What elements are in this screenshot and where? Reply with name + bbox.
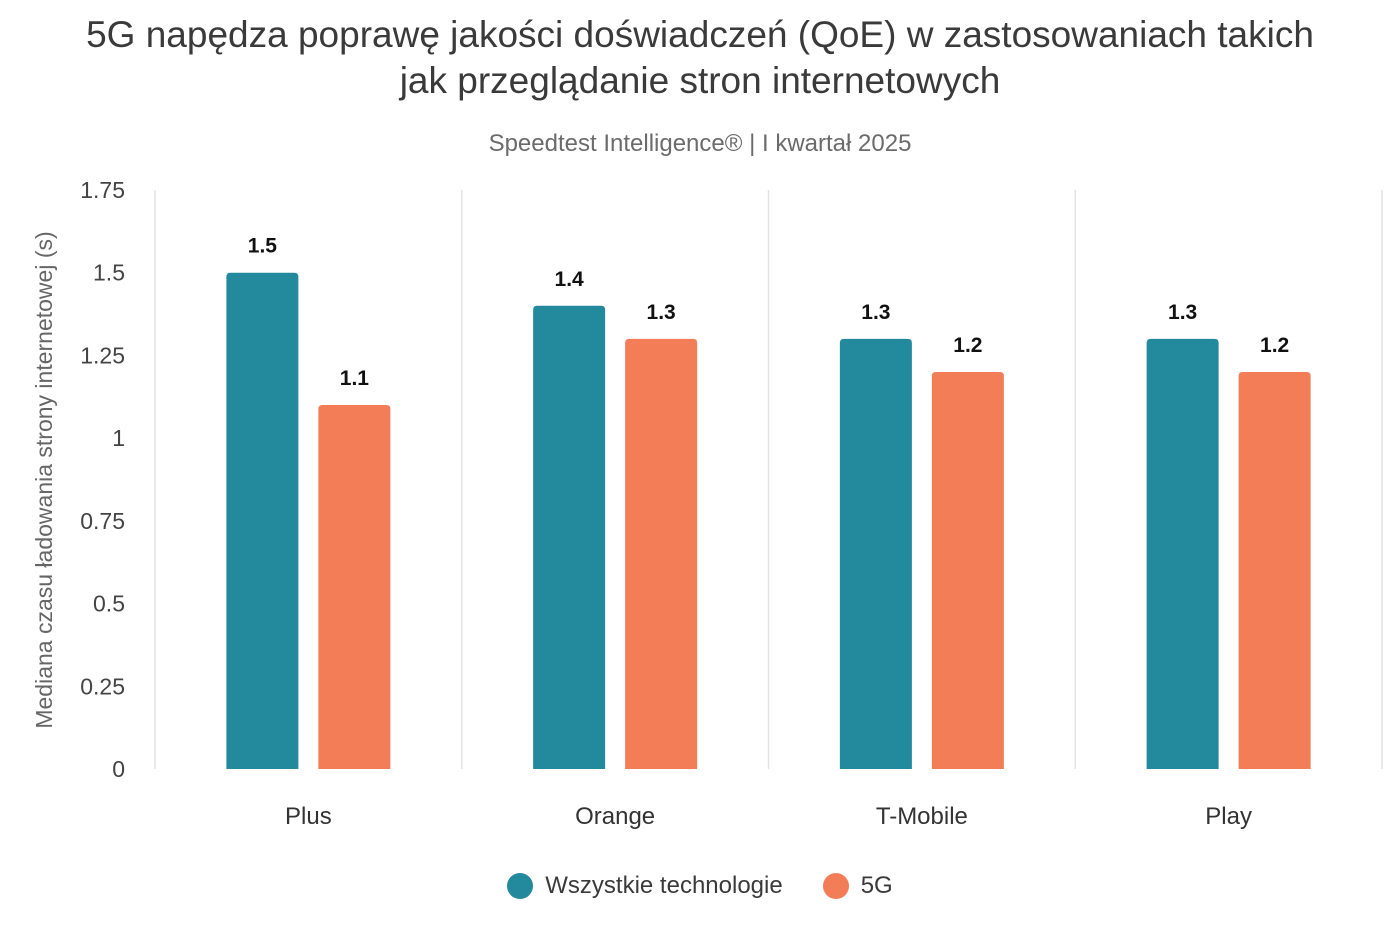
x-tick-label: Plus (285, 803, 332, 830)
chart-subtitle: Speedtest Intelligence® | I kwartał 2025 (488, 130, 912, 157)
bar-data-label: 1.1 (340, 367, 370, 390)
bar-data-label: 1.2 (953, 334, 982, 357)
y-axis-label: Mediana czasu ładowania strony interneto… (31, 231, 57, 728)
legend: Wszystkie technologie 5G (0, 872, 1400, 900)
legend-item-all-tech: Wszystkie technologie (507, 872, 783, 900)
bar-data-label: 1.3 (861, 301, 890, 324)
bar (533, 305, 606, 769)
bar (931, 371, 1004, 769)
legend-swatch-all-tech (507, 873, 534, 899)
x-tick-label: T-Mobile (876, 803, 968, 830)
y-tick-label: 0.5 (93, 591, 125, 617)
y-tick-label: 1.75 (80, 177, 125, 203)
legend-item-5g: 5G (822, 872, 893, 900)
bar (625, 338, 698, 769)
y-tick-label: 1.25 (80, 342, 125, 368)
bar (1146, 338, 1219, 769)
y-tick-label: 0.75 (80, 508, 125, 534)
legend-label-all-tech: Wszystkie technologie (545, 872, 783, 899)
legend-label-5g: 5G (860, 872, 893, 899)
bar-data-label: 1.4 (555, 268, 585, 291)
legend-swatch-5g (822, 873, 849, 899)
y-tick-label: 1 (112, 425, 125, 451)
bar-data-label: 1.3 (1168, 301, 1197, 324)
bar-data-label: 1.5 (248, 235, 278, 258)
chart-title-line-1: 5G napędza poprawę jakości doświadczeń (… (86, 14, 1314, 55)
bar (839, 338, 912, 769)
bar (318, 405, 391, 769)
bar-data-label: 1.3 (647, 301, 676, 324)
y-tick-label: 0.25 (80, 673, 125, 699)
y-tick-label: 1.5 (93, 260, 125, 286)
x-tick-label: Orange (575, 803, 655, 830)
x-tick-label: Play (1205, 803, 1252, 830)
chart-title: 5G napędza poprawę jakości doświadczeń (… (0, 12, 1400, 104)
chart-title-line-2: jak przeglądanie stron internetowych (399, 60, 1001, 101)
bar-data-label: 1.2 (1260, 334, 1289, 357)
y-tick-label: 0 (112, 756, 125, 782)
bar (226, 272, 299, 769)
bar (1238, 371, 1311, 769)
